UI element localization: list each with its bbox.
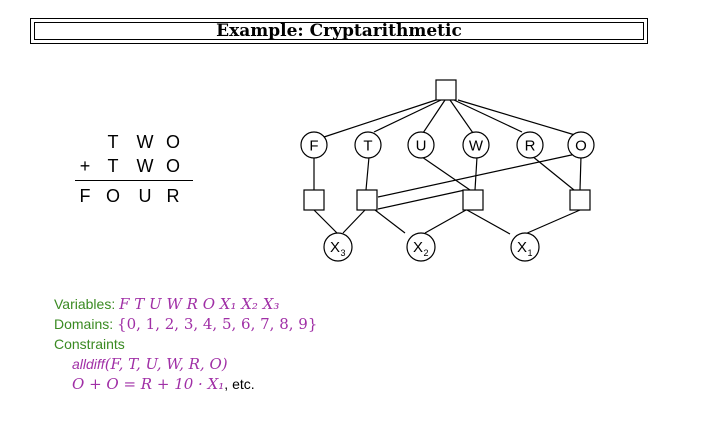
constraints-line: Constraints [54, 334, 317, 354]
equation-suffix: , etc. [224, 376, 255, 392]
variable-node-r: R [516, 131, 544, 159]
alldiff-args: (F, T, U, W, R, O) [104, 355, 228, 373]
variables-line: Variables: F T U W R O X₁ X₂ X₃ [54, 294, 317, 314]
node-label: X [330, 239, 340, 256]
carry-node-x3: X 3 [323, 232, 353, 262]
title-box: Example: Cryptarithmetic [30, 18, 648, 44]
node-subscript: 2 [423, 248, 428, 258]
variable-node-o: O [567, 131, 595, 159]
plus-operator: + [79, 156, 91, 176]
graph-edges [313, 99, 582, 235]
digit-letter: T [107, 156, 119, 176]
title-box-inner: Example: Cryptarithmetic [34, 21, 644, 41]
problem-definition: Variables: F T U W R O X₁ X₂ X₃ Domains:… [54, 294, 317, 394]
constraint-graph: F T U W R O X 3 X 2 X 1 [300, 79, 595, 262]
digit-letter: O [105, 186, 120, 206]
node-label: X [413, 239, 423, 256]
variables-value: F T U W R O X₁ X₂ X₃ [119, 295, 280, 313]
constraint-box [569, 189, 591, 211]
sum-result-row: F O U R [75, 186, 195, 210]
variable-node-f: F [300, 131, 328, 159]
digit-letter: U [138, 186, 152, 206]
carry-node-x2: X 2 [406, 232, 436, 262]
alldiff-line: alldiff(F, T, U, W, R, O) [54, 354, 317, 374]
digit-letter: W [136, 132, 154, 152]
domains-line: Domains: {0, 1, 2, 3, 4, 5, 6, 7, 8, 9} [54, 314, 317, 334]
constraint-box [356, 189, 378, 211]
carry-node-x1: X 1 [510, 232, 540, 262]
cryptarithm-sum: T W O + T W O F O U R [75, 132, 195, 206]
constraint-box [303, 189, 325, 211]
node-label: X [517, 239, 527, 256]
variable-node-t: T [354, 131, 382, 159]
variable-node-w: W [462, 131, 490, 159]
digit-letter: T [107, 132, 119, 152]
node-label: F [309, 138, 318, 155]
digit-letter: W [136, 156, 154, 176]
page-title: Example: Cryptarithmetic [216, 21, 462, 41]
constraint-box [462, 189, 484, 211]
sum-row-1: T W O [75, 132, 195, 156]
digit-letter: O [165, 156, 180, 176]
digit-letter: O [165, 132, 180, 152]
constraints-label: Constraints [54, 336, 125, 352]
variables-label: Variables: [54, 296, 116, 312]
variable-node-u: U [407, 131, 435, 159]
node-label: O [575, 138, 587, 155]
equation: O + O = R + 10 · X₁ [72, 375, 225, 393]
sum-row-2: + T W O [75, 156, 195, 180]
node-label: R [525, 138, 536, 155]
domains-label: Domains: [54, 316, 114, 332]
digit-letter: F [79, 186, 91, 206]
domains-value: {0, 1, 2, 3, 4, 5, 6, 7, 8, 9} [117, 315, 318, 333]
constraint-box-alldiff [435, 79, 457, 101]
node-subscript: 1 [527, 248, 532, 258]
equation-line: O + O = R + 10 · X₁, etc. [54, 374, 317, 394]
node-subscript: 3 [340, 248, 345, 258]
alldiff-name: alldiff [72, 356, 105, 372]
node-label: T [363, 138, 372, 155]
digit-letter: R [166, 186, 180, 206]
node-label: U [416, 138, 427, 155]
sum-rule [75, 180, 193, 181]
node-label: W [469, 138, 484, 155]
